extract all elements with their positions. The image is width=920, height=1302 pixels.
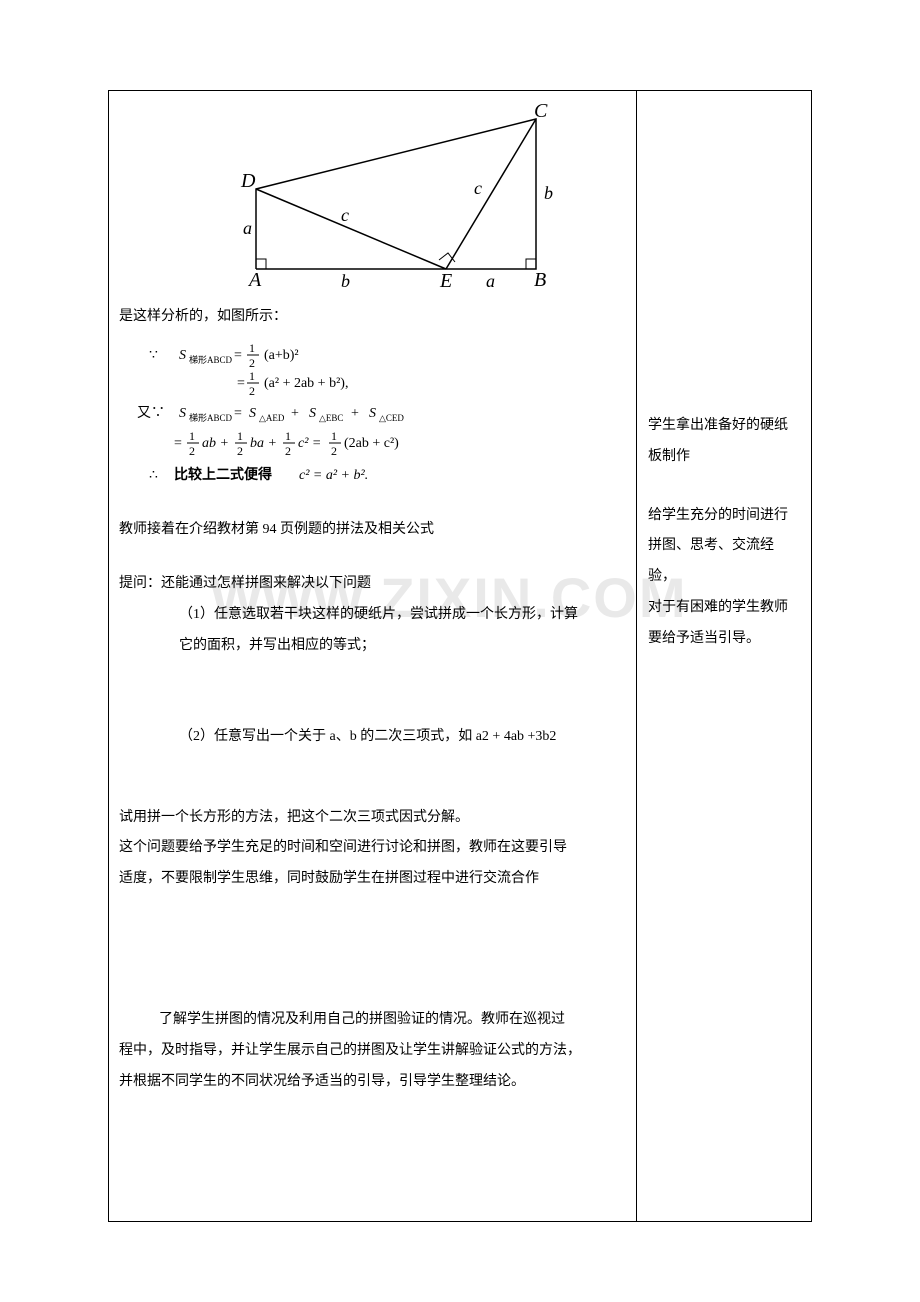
svg-text:(2ab + c²): (2ab + c²): [344, 436, 399, 451]
intro-line: 是这样分析的，如图所示：: [119, 302, 626, 333]
side2-d: 要给予适当引导。: [648, 624, 801, 655]
svg-text:1: 1: [249, 341, 255, 355]
svg-text:S: S: [179, 406, 186, 421]
spacer: [119, 662, 626, 722]
svg-text:(a² + 2ab + b²),: (a² + 2ab + b²),: [264, 376, 348, 391]
svg-text:1: 1: [189, 429, 195, 443]
svg-text:∴: ∴: [149, 468, 158, 483]
svg-text:∵: ∵: [149, 348, 158, 363]
svg-text:+: +: [351, 406, 359, 421]
svg-text:1: 1: [237, 429, 243, 443]
svg-text:=: =: [234, 348, 242, 363]
item-2: （2）任意写出一个关于 a、b 的二次三项式，如 a2 + 4ab +3b2: [119, 722, 626, 753]
try-a: 试用拼一个长方形的方法，把这个二次三项式因式分解。: [119, 803, 626, 834]
final-c: 并根据不同学生的不同状况给予适当的引导，引导学生整理结论。: [119, 1067, 626, 1098]
svg-text:=: =: [234, 406, 242, 421]
svg-text:2: 2: [331, 444, 337, 458]
edge-c1: c: [341, 205, 349, 225]
svg-text:2: 2: [249, 356, 255, 370]
try-c: 适度，不要限制学生思维，同时鼓励学生在拼图过程中进行交流合作: [119, 864, 626, 895]
formula-block: ∵ S 梯形ABCD = 1 2 (a+b)² = 1 2 (a² + 2ab …: [119, 339, 479, 509]
svg-text:S: S: [369, 406, 376, 421]
trapezoid-svg: A B C D E a b b a c c: [216, 99, 576, 289]
svg-text:S: S: [309, 406, 316, 421]
svg-text:ab +: ab +: [202, 436, 229, 451]
try-b: 这个问题要给予学生充足的时间和空间进行讨论和拼图，教师在这要引导: [119, 833, 626, 864]
svg-text:=: =: [237, 376, 245, 391]
svg-text:c² =: c² =: [298, 436, 321, 451]
side1-b: 板制作: [648, 442, 801, 473]
label-E: E: [439, 270, 452, 289]
svg-text:1: 1: [331, 429, 337, 443]
svg-text:2: 2: [285, 444, 291, 458]
svg-text:1: 1: [249, 369, 255, 383]
label-D: D: [240, 170, 256, 192]
edge-b2: b: [544, 183, 553, 203]
geometry-diagram: A B C D E a b b a c c: [119, 99, 626, 302]
spacer: [648, 473, 801, 501]
svg-text:c² = a² + b².: c² = a² + b².: [299, 468, 368, 483]
content-frame: A B C D E a b b a c c 是这样分析的，如图所示：: [108, 90, 812, 1222]
edge-a2: a: [486, 271, 495, 289]
edge-b1: b: [341, 271, 350, 289]
svg-text:S: S: [179, 348, 186, 363]
final-a: 了解学生拼图的情况及利用自己的拼图验证的情况。教师在巡视过: [119, 1005, 626, 1036]
svg-text:ba +: ba +: [250, 436, 277, 451]
side-column: 学生拿出准备好的硬纸 板制作 给学生充分的时间进行 拼图、思考、交流经验， 对于…: [638, 91, 811, 1221]
svg-text:2: 2: [237, 444, 243, 458]
svg-text:(a+b)²: (a+b)²: [264, 348, 299, 363]
question-line: 提问：还能通过怎样拼图来解决以下问题: [119, 569, 626, 600]
label-A: A: [247, 269, 262, 289]
after-formula: 教师接着在介绍教材第 94 页例题的拼法及相关公式: [119, 515, 626, 546]
edge-c2: c: [474, 178, 482, 198]
main-column: A B C D E a b b a c c 是这样分析的，如图所示：: [109, 91, 637, 1221]
svg-text:△AED: △AED: [259, 413, 285, 423]
svg-text:比较上二式便得: 比较上二式便得: [174, 466, 272, 483]
svg-text:2: 2: [189, 444, 195, 458]
svg-text:=: =: [174, 436, 182, 451]
svg-text:2: 2: [249, 384, 255, 398]
svg-text:S: S: [249, 406, 256, 421]
edge-a1: a: [243, 218, 252, 238]
label-B: B: [534, 269, 546, 289]
side1-a: 学生拿出准备好的硬纸: [648, 411, 801, 442]
final-b: 程中，及时指导，并让学生展示自己的拼图及让学生讲解验证公式的方法，: [119, 1036, 626, 1067]
svg-text:又∵: 又∵: [137, 405, 165, 421]
svg-text:梯形ABCD: 梯形ABCD: [189, 412, 233, 423]
side2-b: 拼图、思考、交流经验，: [648, 531, 801, 593]
spacer: [119, 545, 626, 569]
svg-text:+: +: [291, 406, 299, 421]
item-1b: 它的面积，并写出相应的等式；: [119, 631, 626, 662]
side2-a: 给学生充分的时间进行: [648, 501, 801, 532]
svg-text:△EBC: △EBC: [319, 413, 343, 423]
page: WWW.ZIXIN.COM A B: [0, 0, 920, 1302]
svg-text:梯形ABCD: 梯形ABCD: [189, 354, 233, 365]
item-1a: （1）任意选取若干块这样的硬纸片，尝试拼成一个长方形，计算: [119, 600, 626, 631]
label-C: C: [534, 100, 548, 122]
spacer: [119, 895, 626, 1005]
spacer: [119, 753, 626, 803]
svg-text:1: 1: [285, 429, 291, 443]
side2-c: 对于有困难的学生教师: [648, 593, 801, 624]
svg-text:△CED: △CED: [379, 413, 404, 423]
